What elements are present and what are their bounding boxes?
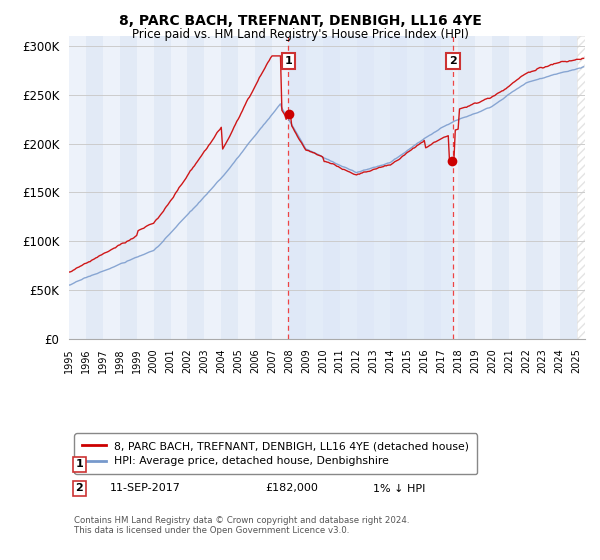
Bar: [272, 36, 289, 339]
Text: 2: 2: [449, 56, 457, 66]
Bar: [475, 36, 492, 339]
Bar: [289, 36, 306, 339]
Bar: [509, 36, 526, 339]
Bar: [560, 36, 577, 339]
Bar: [205, 36, 221, 339]
Bar: [441, 36, 458, 339]
Text: Price paid vs. HM Land Registry's House Price Index (HPI): Price paid vs. HM Land Registry's House …: [131, 28, 469, 41]
Bar: [137, 36, 154, 339]
Legend: 8, PARC BACH, TREFNANT, DENBIGH, LL16 4YE (detached house), HPI: Average price, : 8, PARC BACH, TREFNANT, DENBIGH, LL16 4Y…: [74, 433, 477, 474]
Bar: [356, 36, 374, 339]
Text: £229,995: £229,995: [265, 459, 319, 469]
Bar: [288, 36, 453, 339]
Bar: [238, 36, 255, 339]
Bar: [577, 36, 585, 339]
Bar: [424, 36, 441, 339]
Bar: [340, 36, 356, 339]
Text: 8, PARC BACH, TREFNANT, DENBIGH, LL16 4YE: 8, PARC BACH, TREFNANT, DENBIGH, LL16 4Y…: [119, 14, 481, 28]
Text: 14-DEC-2007: 14-DEC-2007: [110, 459, 184, 469]
Bar: [187, 36, 205, 339]
Bar: [103, 36, 120, 339]
Bar: [374, 36, 391, 339]
Bar: [323, 36, 340, 339]
Bar: [543, 36, 560, 339]
Text: £182,000: £182,000: [265, 483, 318, 493]
Text: Contains HM Land Registry data © Crown copyright and database right 2024.
This d: Contains HM Land Registry data © Crown c…: [74, 516, 410, 535]
Text: 11-SEP-2017: 11-SEP-2017: [110, 483, 181, 493]
Bar: [407, 36, 424, 339]
Text: 31% ↑ HPI: 31% ↑ HPI: [373, 459, 433, 469]
Bar: [69, 36, 86, 339]
Bar: [526, 36, 543, 339]
Text: 1: 1: [76, 459, 83, 469]
Text: 2: 2: [76, 483, 83, 493]
Bar: [120, 36, 137, 339]
Bar: [170, 36, 187, 339]
Bar: [458, 36, 475, 339]
Bar: [306, 36, 323, 339]
Bar: [391, 36, 407, 339]
Bar: [221, 36, 238, 339]
Bar: [255, 36, 272, 339]
Text: 1: 1: [284, 56, 292, 66]
Bar: [86, 36, 103, 339]
Bar: [154, 36, 170, 339]
Bar: [492, 36, 509, 339]
Text: 1% ↓ HPI: 1% ↓ HPI: [373, 483, 426, 493]
